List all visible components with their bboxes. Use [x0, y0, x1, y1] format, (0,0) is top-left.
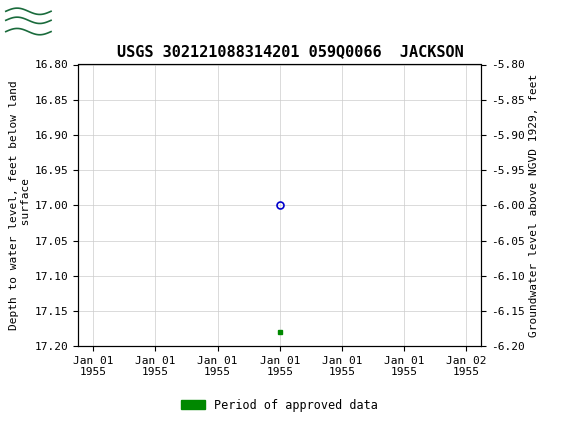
- Legend: Period of approved data: Period of approved data: [177, 394, 383, 416]
- Text: USGS: USGS: [58, 14, 113, 31]
- Y-axis label: Groundwater level above NGVD 1929, feet: Groundwater level above NGVD 1929, feet: [529, 74, 539, 337]
- FancyBboxPatch shape: [5, 6, 54, 40]
- Y-axis label: Depth to water level, feet below land
 surface: Depth to water level, feet below land su…: [9, 80, 31, 330]
- Text: USGS 302121088314201 059Q0066  JACKSON: USGS 302121088314201 059Q0066 JACKSON: [117, 44, 463, 59]
